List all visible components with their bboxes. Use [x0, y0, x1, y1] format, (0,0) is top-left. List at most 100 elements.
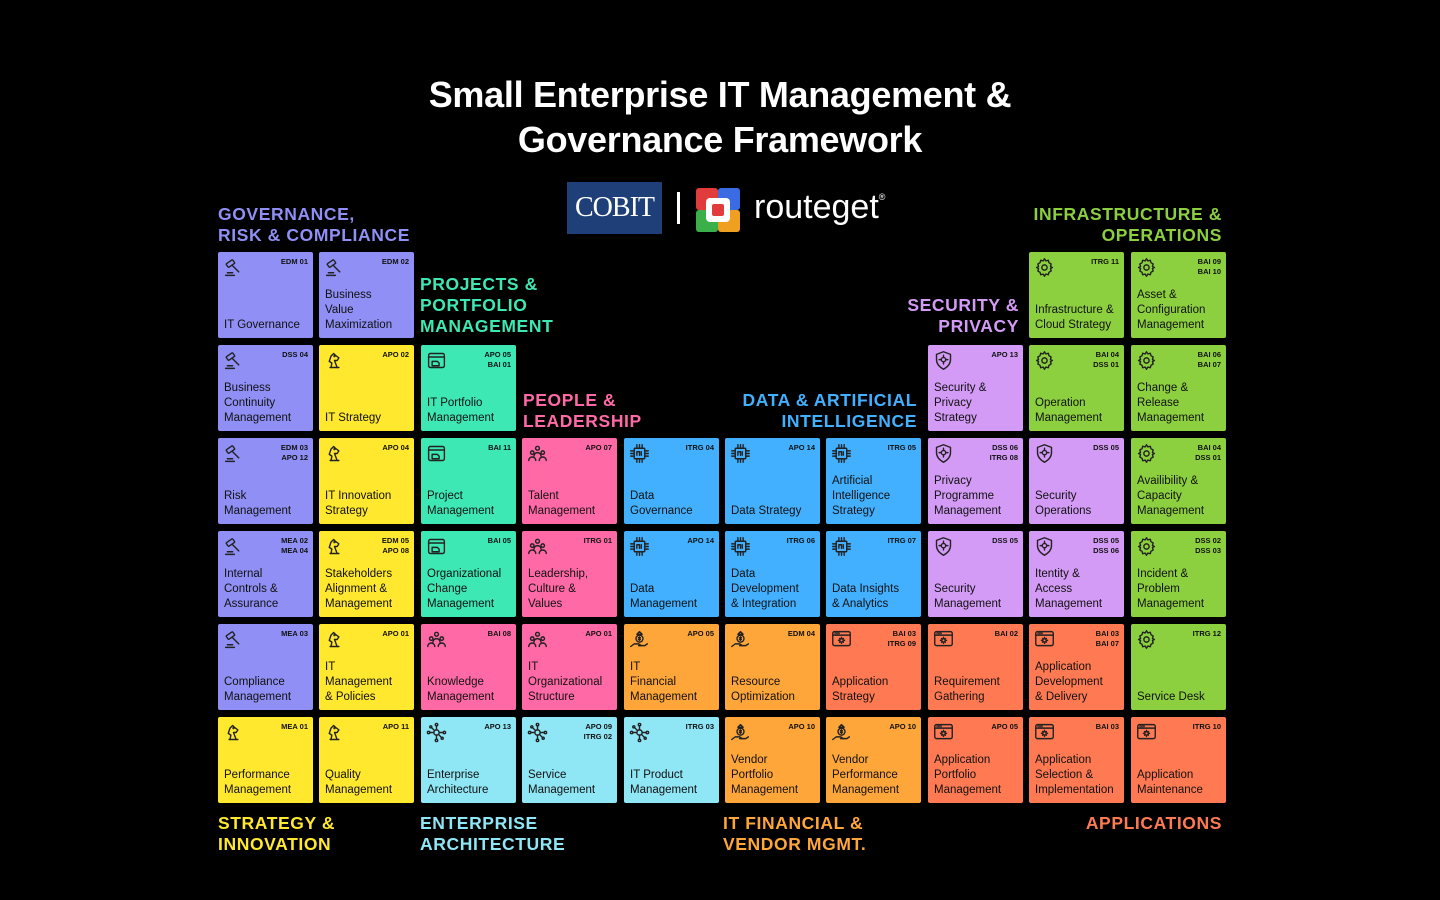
category-projects-portfolio: PROJECTS & PORTFOLIO MANAGEMENT: [420, 274, 554, 336]
shield-virus-icon: [933, 536, 954, 557]
gavel-icon: [223, 257, 244, 278]
tile-name: Vendor Performance Management: [832, 754, 900, 796]
cobit-logo: COBIT: [567, 182, 662, 234]
tile-name: Service Desk: [1137, 691, 1205, 703]
routeget-logo-icon: [696, 188, 740, 232]
routeget-wordmark: routeget®: [754, 188, 886, 226]
chess-knight-icon: [324, 722, 345, 743]
framework-tile: ITRG 04 Data Governance: [624, 438, 719, 524]
tile-name: Incident & Problem Management: [1137, 568, 1205, 610]
tile-name: Application Strategy: [832, 676, 889, 703]
tile-code: EDM 01: [280, 257, 308, 266]
gear-icon: [1136, 629, 1157, 650]
tile-name: Change & Release Management: [1137, 382, 1205, 424]
tile-name: IT Product Management: [630, 769, 698, 796]
framework-tile: APO 11 Quality Management: [319, 717, 414, 803]
tile-code: DSS 05: [1093, 443, 1119, 452]
tile-code: APO 01: [382, 629, 409, 638]
network-nodes-icon: [629, 722, 650, 743]
gear-icon: [1136, 443, 1157, 464]
tile-name: Talent Management: [528, 490, 596, 517]
framework-tile: APO 10 Vendor Portfolio Management: [725, 717, 820, 803]
framework-tile: APO 14 Data Management: [624, 531, 719, 617]
people-group-icon: [527, 536, 548, 557]
framework-tile: APO 07 Talent Management: [522, 438, 617, 524]
framework-tile: APO 01 IT Management & Policies: [319, 624, 414, 710]
app-window-gear-icon: [1034, 629, 1055, 650]
chess-knight-icon: [324, 536, 345, 557]
framework-tile: ITRG 07 Data Insights & Analytics: [826, 531, 921, 617]
tile-code: DSS 04: [282, 350, 308, 359]
framework-tile: ITRG 06 Data Development & Integration: [725, 531, 820, 617]
title-line-2: Governance Framework: [517, 119, 923, 160]
title-line-1: Small Enterprise IT Management &: [428, 74, 1012, 115]
tile-code: APO 05: [687, 629, 714, 638]
tile-name: Requirement Gathering: [934, 676, 1000, 703]
tile-code: MEA 01: [281, 722, 308, 731]
tile-name: Security & Privacy Strategy: [934, 382, 987, 424]
tile-code: BAI 09 BAI 10: [1197, 257, 1221, 276]
shield-virus-icon: [1034, 443, 1055, 464]
chip-icon: [629, 443, 650, 464]
framework-tile: ITRG 03 IT Product Management: [624, 717, 719, 803]
tile-name: Resource Optimization: [731, 676, 795, 703]
framework-tile: ITRG 01 Leadership, Culture & Values: [522, 531, 617, 617]
gear-icon: [1136, 350, 1157, 371]
framework-tile: ITRG 05 Artificial Intelligence Strategy: [826, 438, 921, 524]
tile-name: IT Portfolio Management: [427, 397, 495, 424]
gavel-icon: [223, 536, 244, 557]
tile-name: Business Value Maximization: [325, 289, 393, 331]
people-group-icon: [426, 629, 447, 650]
framework-tile: BAI 04 DSS 01 Operation Management: [1029, 345, 1124, 431]
framework-tile: EDM 04 Resource Optimization: [725, 624, 820, 710]
tile-code: BAI 02: [994, 629, 1018, 638]
framework-tile: BAI 03 Application Selection & Implementa…: [1029, 717, 1124, 803]
tile-name: IT Strategy: [325, 412, 382, 424]
category-data-ai: DATA & ARTIFICIAL INTELLIGENCE: [742, 390, 917, 431]
tile-name: Compliance Management: [224, 676, 292, 703]
framework-tile: MEA 02 MEA 04 Internal Controls & Assuran…: [218, 531, 313, 617]
tile-name: Data Insights & Analytics: [832, 583, 900, 610]
portfolio-window-icon: [426, 350, 447, 371]
tile-code: DSS 02 DSS 03: [1195, 536, 1221, 555]
tile-code: ITRG 06: [786, 536, 815, 545]
tile-name: IT Organizational Structure: [528, 661, 603, 703]
tile-code: DSS 06 ITRG 08: [989, 443, 1018, 462]
framework-tile: ITRG 11 Infrastructure & Cloud Strategy: [1029, 252, 1124, 338]
app-window-gear-icon: [1034, 722, 1055, 743]
framework-tile: MEA 03 Compliance Management: [218, 624, 313, 710]
tile-code: BAI 03 BAI 07: [1095, 629, 1119, 648]
network-nodes-icon: [426, 722, 447, 743]
tile-code: ITRG 04: [685, 443, 714, 452]
tile-code: ITRG 12: [1192, 629, 1221, 638]
category-governance-risk-compliance: GOVERNANCE, RISK & COMPLIANCE: [218, 204, 411, 245]
tile-name: Internal Controls & Assurance: [224, 568, 279, 610]
framework-tile: APO 04 IT Innovation Strategy: [319, 438, 414, 524]
tile-name: Application Maintenance: [1137, 769, 1203, 796]
money-hand-icon: [730, 629, 751, 650]
tile-code: EDM 04: [787, 629, 815, 638]
tile-name: Knowledge Management: [427, 676, 495, 703]
gavel-icon: [223, 350, 244, 371]
framework-tile: APO 05 Application Portfolio Management: [928, 717, 1023, 803]
tile-code: APO 10: [788, 722, 815, 731]
framework-tile: DSS 06 ITRG 08 Privacy Programme Manageme…: [928, 438, 1023, 524]
portfolio-window-icon: [426, 536, 447, 557]
tile-name: Data Governance: [630, 490, 693, 517]
tile-code: ITRG 11: [1091, 257, 1119, 266]
tile-code: BAI 05: [487, 536, 511, 545]
gavel-icon: [223, 629, 244, 650]
tile-name: Vendor Portfolio Management: [731, 754, 799, 796]
framework-tile: APO 10 Vendor Performance Management: [826, 717, 921, 803]
chip-icon: [831, 536, 852, 557]
gear-icon: [1136, 536, 1157, 557]
tile-name: Quality Management: [325, 769, 393, 796]
tile-code: ITRG 03: [685, 722, 714, 731]
tile-name: Service Management: [528, 769, 596, 796]
tile-name: Project Management: [427, 490, 495, 517]
tile-code: APO 02: [382, 350, 409, 359]
shield-virus-icon: [933, 443, 954, 464]
framework-tile: DSS 05 DSS 06 Itentity & Access Managemen…: [1029, 531, 1124, 617]
tile-code: EDM 02: [381, 257, 409, 266]
chess-knight-icon: [324, 629, 345, 650]
